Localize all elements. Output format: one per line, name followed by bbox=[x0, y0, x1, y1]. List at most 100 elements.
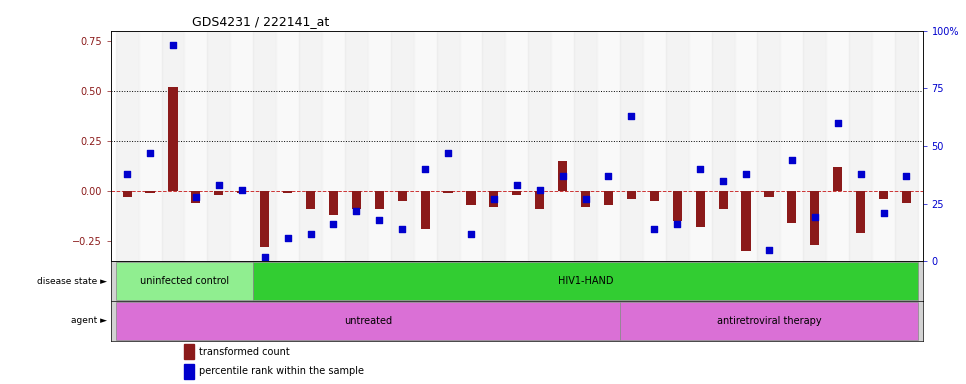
Bar bbox=[528, 31, 552, 261]
Point bbox=[464, 230, 479, 237]
Bar bbox=[620, 302, 918, 340]
Text: disease state ►: disease state ► bbox=[37, 276, 107, 286]
Point bbox=[440, 150, 456, 156]
Point bbox=[693, 166, 708, 172]
Point bbox=[853, 170, 868, 177]
Bar bbox=[276, 31, 299, 261]
Bar bbox=[535, 191, 544, 209]
Bar bbox=[872, 31, 895, 261]
Bar bbox=[413, 31, 437, 261]
Bar bbox=[116, 302, 620, 340]
Bar bbox=[620, 31, 643, 261]
Bar bbox=[253, 262, 918, 300]
Point bbox=[349, 207, 364, 214]
Bar bbox=[696, 191, 705, 227]
Text: HIV1-HAND: HIV1-HAND bbox=[557, 276, 613, 286]
Point bbox=[326, 221, 341, 227]
Bar bbox=[482, 31, 505, 261]
Bar bbox=[902, 191, 911, 203]
Bar bbox=[742, 191, 751, 251]
Point bbox=[372, 217, 387, 223]
Point bbox=[669, 221, 685, 227]
Bar bbox=[719, 191, 727, 209]
Bar bbox=[116, 31, 138, 261]
Bar bbox=[230, 31, 253, 261]
Text: transformed count: transformed count bbox=[199, 347, 290, 357]
Point bbox=[257, 253, 272, 260]
Bar bbox=[283, 191, 292, 193]
Bar bbox=[787, 191, 796, 223]
Bar bbox=[712, 31, 734, 261]
Bar bbox=[856, 191, 866, 233]
Bar bbox=[238, 191, 246, 193]
Bar bbox=[764, 191, 774, 197]
Bar bbox=[734, 31, 757, 261]
Point bbox=[554, 173, 570, 179]
Point bbox=[624, 113, 639, 119]
Bar bbox=[328, 191, 338, 215]
Point bbox=[532, 187, 548, 193]
Point bbox=[784, 157, 800, 163]
Bar bbox=[689, 31, 712, 261]
Point bbox=[761, 247, 777, 253]
Bar bbox=[253, 31, 276, 261]
Point bbox=[142, 150, 157, 156]
Bar bbox=[512, 191, 522, 195]
Text: percentile rank within the sample: percentile rank within the sample bbox=[199, 366, 364, 376]
Point bbox=[486, 196, 501, 202]
Point bbox=[830, 120, 845, 126]
Point bbox=[876, 210, 892, 216]
Bar bbox=[185, 344, 194, 359]
Bar bbox=[804, 31, 826, 261]
Bar bbox=[138, 31, 161, 261]
Bar bbox=[345, 31, 368, 261]
Bar bbox=[191, 191, 201, 203]
Bar bbox=[672, 191, 682, 221]
Bar bbox=[208, 31, 230, 261]
Bar bbox=[146, 191, 155, 193]
Bar bbox=[443, 191, 453, 193]
Point bbox=[212, 182, 227, 188]
Bar bbox=[368, 31, 390, 261]
Bar bbox=[123, 191, 131, 197]
Bar bbox=[185, 31, 208, 261]
Bar bbox=[306, 191, 315, 209]
Bar bbox=[375, 191, 384, 209]
Bar bbox=[581, 191, 590, 207]
Bar bbox=[757, 31, 781, 261]
Bar bbox=[849, 31, 872, 261]
Point bbox=[120, 170, 135, 177]
Bar bbox=[552, 31, 574, 261]
Point bbox=[646, 226, 662, 232]
Bar bbox=[260, 191, 270, 247]
Point bbox=[578, 196, 593, 202]
Bar bbox=[558, 161, 567, 191]
Bar bbox=[161, 31, 185, 261]
Point bbox=[280, 235, 296, 241]
Point bbox=[234, 187, 249, 193]
Bar bbox=[460, 31, 482, 261]
Bar bbox=[390, 31, 413, 261]
Bar bbox=[116, 262, 253, 300]
Bar bbox=[352, 191, 361, 209]
Point bbox=[302, 230, 318, 237]
Point bbox=[716, 177, 731, 184]
Bar bbox=[420, 191, 430, 229]
Point bbox=[165, 41, 181, 48]
Bar bbox=[490, 191, 498, 207]
Bar bbox=[574, 31, 597, 261]
Bar bbox=[895, 31, 918, 261]
Bar bbox=[833, 167, 842, 191]
Point bbox=[601, 173, 616, 179]
Text: agent ►: agent ► bbox=[71, 316, 107, 325]
Bar bbox=[467, 191, 475, 205]
Point bbox=[394, 226, 410, 232]
Bar bbox=[168, 87, 178, 191]
Text: GDS4231 / 222141_at: GDS4231 / 222141_at bbox=[192, 15, 329, 28]
Bar bbox=[643, 31, 666, 261]
Bar bbox=[604, 191, 613, 205]
Bar bbox=[398, 191, 407, 201]
Bar bbox=[437, 31, 460, 261]
Point bbox=[509, 182, 525, 188]
Point bbox=[417, 166, 433, 172]
